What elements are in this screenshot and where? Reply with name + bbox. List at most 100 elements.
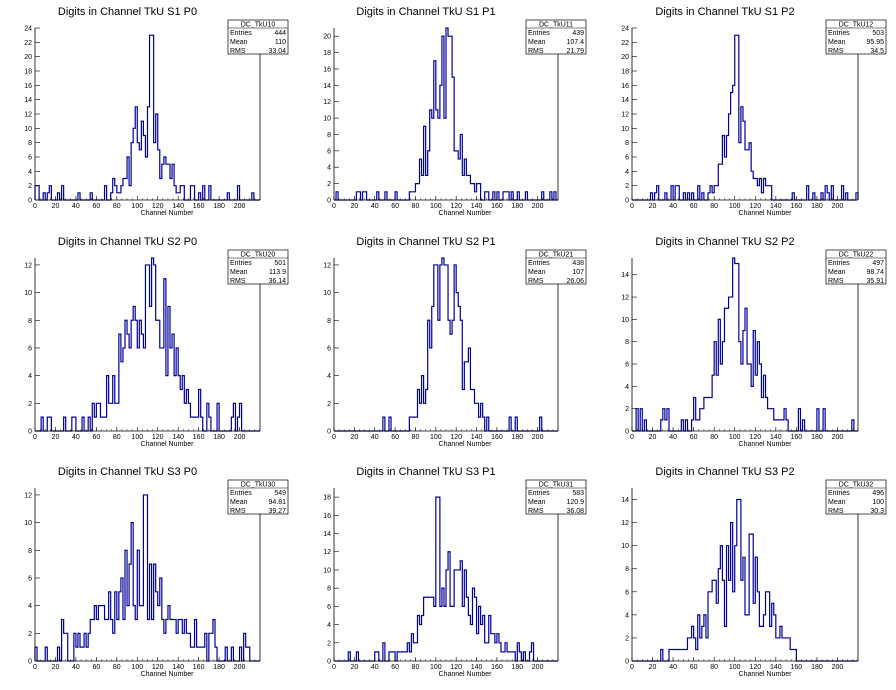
stats-value-entries: 444	[274, 30, 286, 37]
x-tick-label: 40	[371, 664, 379, 671]
histogram-panel-4: Digits in Channel TkU S2 P00 20 40 60 80 100 1…	[24, 236, 289, 448]
x-tick-label: 160	[491, 664, 503, 671]
x-axis-label: Channel Number	[739, 210, 793, 217]
x-tick-label: 0	[33, 434, 37, 441]
x-tick-label: 20	[350, 664, 358, 671]
x-tick-label: 180	[213, 664, 225, 671]
stats-label-entries: Entries	[528, 30, 550, 37]
y-tick-label: 2	[625, 183, 629, 190]
x-tick-label: 0	[33, 203, 37, 210]
y-tick-label: 10	[621, 126, 629, 133]
y-tick-label: 20	[323, 34, 331, 41]
stats-name: DC_TkU30	[241, 482, 276, 489]
y-tick-label: 10	[24, 290, 32, 297]
stats-name: DC_TkU20	[241, 252, 276, 259]
stats-value-rms: 30.3	[870, 508, 884, 515]
stats-label-rms: RMS	[230, 48, 246, 55]
y-tick-label: 8	[625, 339, 629, 346]
y-tick-label: 4	[625, 384, 629, 391]
stats-label-mean: Mean	[230, 499, 248, 506]
x-tick-label: 60	[391, 203, 399, 210]
y-tick-label: 14	[323, 83, 331, 90]
x-axis-label: Channel Number	[141, 671, 195, 678]
y-tick-label: 8	[327, 318, 331, 325]
histogram-series	[632, 498, 858, 662]
x-tick-label: 80	[710, 664, 718, 671]
y-tick-label: 0	[28, 198, 32, 205]
y-tick-label: 6	[327, 345, 331, 352]
x-tick-label: 20	[649, 434, 657, 441]
y-tick-label: 8	[625, 566, 629, 573]
x-tick-label: 100	[729, 434, 741, 441]
x-tick-label: 60	[391, 664, 399, 671]
y-tick-label: 12	[323, 99, 331, 106]
x-tick-label: 200	[532, 203, 544, 210]
stats-name: DC_TkU21	[539, 252, 574, 259]
x-tick-label: 160	[491, 203, 503, 210]
stats-label-entries: Entries	[230, 490, 252, 497]
histogram-series	[34, 34, 260, 201]
x-tick-label: 60	[690, 434, 698, 441]
stats-label-rms: RMS	[528, 278, 544, 285]
y-tick-label: 16	[24, 83, 32, 90]
stats-value-mean: 110	[275, 39, 286, 46]
chart-title: Digits in Channel TkU S1 P0	[58, 6, 197, 18]
x-tick-label: 40	[669, 434, 677, 441]
x-tick-label: 180	[213, 203, 225, 210]
stats-label-rms: RMS	[528, 508, 544, 515]
y-tick-label: 2	[28, 401, 32, 408]
y-tick-label: 12	[621, 520, 629, 527]
stats-value-mean: 98.74	[866, 269, 884, 276]
y-tick-label: 10	[323, 116, 331, 123]
stats-value-rms: 34.5	[870, 48, 884, 55]
stats-label-rms: RMS	[230, 508, 246, 515]
x-axis-label: Channel Number	[439, 441, 493, 448]
x-tick-label: 140	[172, 434, 184, 441]
y-tick-label: 4	[625, 612, 629, 619]
stats-box	[227, 249, 289, 285]
histogram-series	[35, 257, 260, 432]
stats-label-mean: Mean	[230, 39, 248, 46]
y-tick-label: 16	[323, 66, 331, 73]
y-tick-label: 6	[327, 604, 331, 611]
x-tick-label: 0	[332, 203, 336, 210]
y-tick-label: 4	[327, 165, 331, 172]
stats-value-rms: 21.79	[566, 48, 584, 55]
stats-value-entries: 583	[572, 490, 584, 497]
stats-name: DC_TkU10	[241, 22, 276, 29]
x-tick-label: 180	[811, 203, 823, 210]
y-tick-label: 2	[327, 181, 331, 188]
y-tick-label: 6	[28, 575, 32, 582]
histogram-series	[334, 496, 558, 662]
y-tick-label: 4	[625, 169, 629, 176]
histogram-series	[632, 257, 858, 432]
x-tick-label: 100	[729, 203, 741, 210]
y-tick-label: 10	[323, 567, 331, 574]
x-axis-label: Channel Number	[739, 671, 793, 678]
chart-title: Digits in Channel TkU S3 P2	[655, 466, 794, 478]
stats-label-mean: Mean	[828, 39, 846, 46]
stats-label-rms: RMS	[230, 278, 246, 285]
histogram-panel-8: Digits in Channel TkU S3 P10 20 40 60 80 100 1…	[323, 466, 587, 678]
chart-title: Digits in Channel TkU S2 P0	[58, 236, 197, 248]
y-tick-label: 20	[24, 54, 32, 61]
x-tick-label: 100	[430, 434, 442, 441]
y-tick-label: 0	[625, 659, 629, 666]
histogram-panel-9: Digits in Channel TkU S3 P20 20 40 60 80 100 1…	[621, 466, 887, 678]
x-tick-label: 120	[450, 434, 462, 441]
y-tick-label: 14	[621, 272, 629, 279]
x-tick-label: 100	[430, 664, 442, 671]
x-tick-label: 20	[649, 664, 657, 671]
y-tick-label: 20	[621, 54, 629, 61]
stats-value-rms: 26.06	[566, 278, 584, 285]
x-tick-label: 0	[33, 664, 37, 671]
x-tick-label: 80	[412, 203, 420, 210]
x-tick-label: 60	[391, 434, 399, 441]
stats-value-mean: 113.9	[269, 269, 286, 276]
x-tick-label: 100	[131, 664, 143, 671]
y-tick-label: 10	[24, 126, 32, 133]
y-tick-label: 6	[625, 362, 629, 369]
stats-label-rms: RMS	[828, 48, 844, 55]
x-tick-label: 0	[630, 203, 634, 210]
stats-value-entries: 549	[274, 490, 286, 497]
